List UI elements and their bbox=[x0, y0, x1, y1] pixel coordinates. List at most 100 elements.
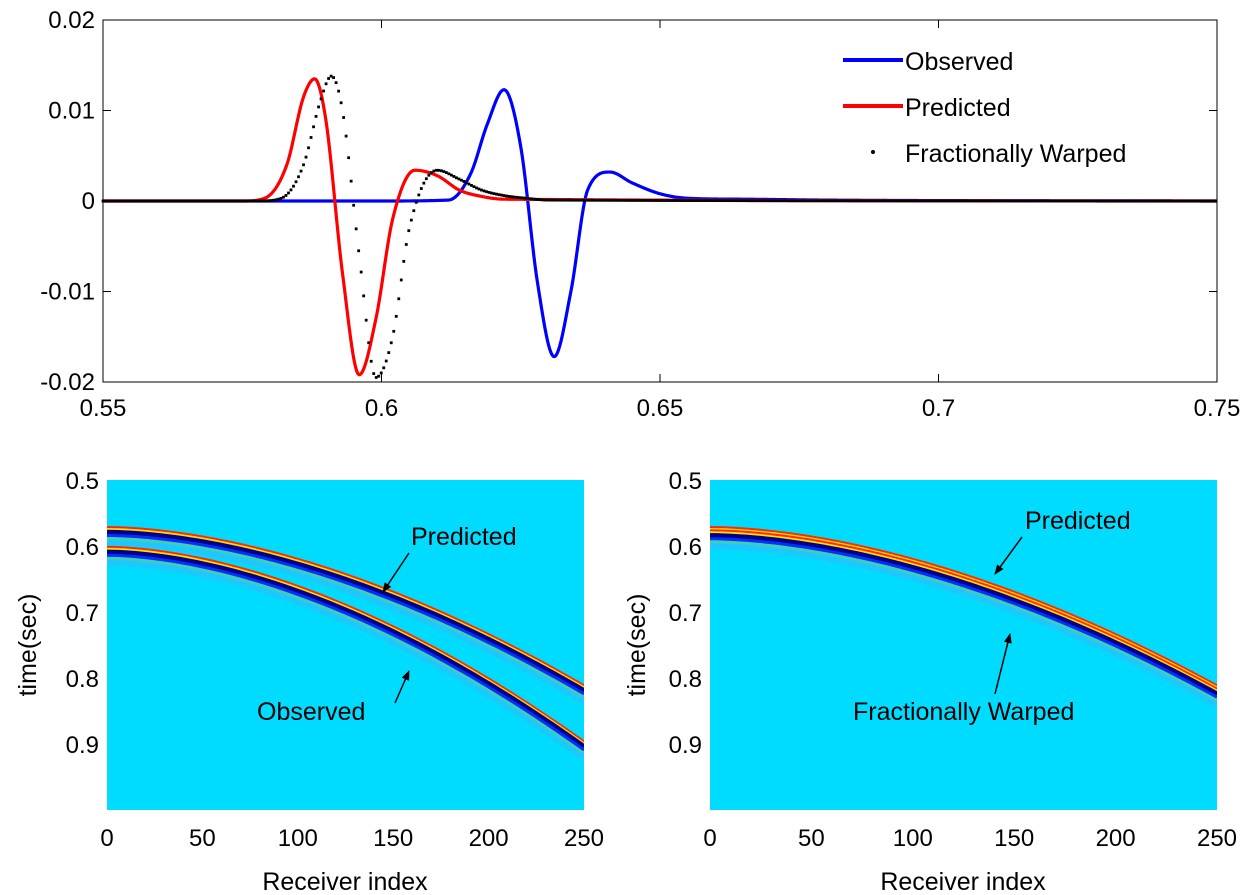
y-axis-label: time(sec) bbox=[14, 594, 42, 697]
data-point bbox=[309, 136, 313, 139]
data-point bbox=[1176, 199, 1180, 203]
data-point bbox=[592, 198, 596, 202]
data-point bbox=[795, 199, 799, 203]
data-point bbox=[778, 199, 782, 203]
data-point bbox=[763, 199, 767, 203]
data-point bbox=[688, 199, 691, 202]
data-point bbox=[605, 198, 609, 202]
data-point bbox=[705, 199, 709, 202]
data-point bbox=[362, 294, 366, 298]
data-point bbox=[249, 199, 253, 203]
data-point bbox=[612, 198, 616, 202]
series-fractionally-warped bbox=[101, 74, 1218, 379]
event-band bbox=[107, 555, 584, 760]
data-point bbox=[582, 198, 586, 202]
data-point bbox=[1026, 199, 1030, 203]
data-point bbox=[1018, 199, 1022, 203]
data-point bbox=[332, 76, 335, 79]
data-point bbox=[407, 229, 411, 233]
data-point bbox=[1169, 199, 1173, 203]
data-point bbox=[1086, 199, 1090, 203]
data-point bbox=[678, 199, 681, 202]
data-point bbox=[793, 199, 797, 203]
data-point bbox=[1051, 199, 1055, 203]
data-point bbox=[101, 199, 105, 203]
data-point bbox=[394, 314, 398, 318]
y-tick-label: 0 bbox=[82, 188, 95, 215]
data-point bbox=[209, 199, 213, 203]
event-bands bbox=[710, 526, 1217, 707]
data-point bbox=[981, 199, 985, 203]
data-point bbox=[409, 218, 413, 222]
data-point bbox=[231, 199, 235, 203]
data-point bbox=[1179, 199, 1183, 203]
data-point bbox=[159, 199, 163, 203]
data-point bbox=[151, 199, 155, 203]
x-axis-ticks: 0 50 100 150 200 250 bbox=[703, 825, 1237, 852]
data-point bbox=[337, 89, 341, 93]
data-point bbox=[545, 198, 549, 202]
data-point bbox=[818, 199, 822, 203]
data-point bbox=[916, 199, 920, 203]
data-point bbox=[846, 199, 849, 203]
data-point bbox=[1171, 199, 1175, 203]
data-point bbox=[1064, 199, 1067, 203]
data-point bbox=[587, 198, 591, 202]
data-point bbox=[755, 199, 759, 203]
data-point bbox=[111, 199, 115, 203]
data-point bbox=[284, 194, 288, 197]
data-point bbox=[259, 199, 263, 203]
data-point bbox=[602, 198, 606, 202]
data-point bbox=[532, 197, 536, 201]
data-point bbox=[427, 173, 431, 177]
data-point bbox=[658, 199, 661, 202]
data-point bbox=[1146, 199, 1150, 203]
data-point bbox=[670, 199, 674, 202]
data-point bbox=[936, 199, 940, 203]
data-point bbox=[1056, 199, 1060, 203]
data-point bbox=[600, 198, 604, 202]
data-point bbox=[109, 199, 112, 203]
data-point bbox=[447, 172, 451, 176]
data-point bbox=[307, 146, 310, 150]
data-point bbox=[1111, 199, 1115, 203]
event-band bbox=[107, 545, 584, 744]
data-point bbox=[241, 199, 245, 203]
data-point bbox=[450, 173, 453, 177]
data-point bbox=[815, 199, 819, 203]
data-point bbox=[432, 169, 436, 173]
data-point bbox=[1164, 199, 1168, 203]
data-point bbox=[379, 371, 383, 375]
data-point bbox=[881, 199, 884, 203]
data-point bbox=[627, 198, 631, 202]
data-point bbox=[274, 198, 278, 202]
data-point bbox=[951, 199, 955, 203]
data-point bbox=[653, 199, 656, 202]
data-point bbox=[349, 179, 353, 183]
data-point bbox=[632, 198, 636, 202]
data-point bbox=[251, 199, 255, 203]
data-point bbox=[597, 198, 601, 202]
data-point bbox=[106, 199, 110, 203]
data-point bbox=[537, 198, 541, 202]
data-point bbox=[630, 198, 634, 202]
data-point bbox=[179, 199, 183, 203]
data-point bbox=[668, 199, 671, 202]
data-point bbox=[299, 169, 303, 173]
data-point bbox=[968, 199, 972, 203]
data-point bbox=[186, 199, 190, 203]
data-point bbox=[552, 198, 556, 202]
data-point bbox=[843, 199, 847, 203]
data-point bbox=[838, 199, 842, 203]
data-point bbox=[1191, 199, 1195, 203]
data-point bbox=[1116, 199, 1120, 203]
data-point bbox=[575, 198, 579, 202]
data-point bbox=[841, 199, 844, 203]
data-point bbox=[725, 199, 729, 203]
data-point bbox=[986, 199, 990, 203]
data-point bbox=[813, 199, 817, 203]
data-point bbox=[723, 199, 727, 203]
data-point bbox=[399, 278, 403, 282]
data-point bbox=[1154, 199, 1158, 203]
data-point bbox=[733, 199, 737, 203]
